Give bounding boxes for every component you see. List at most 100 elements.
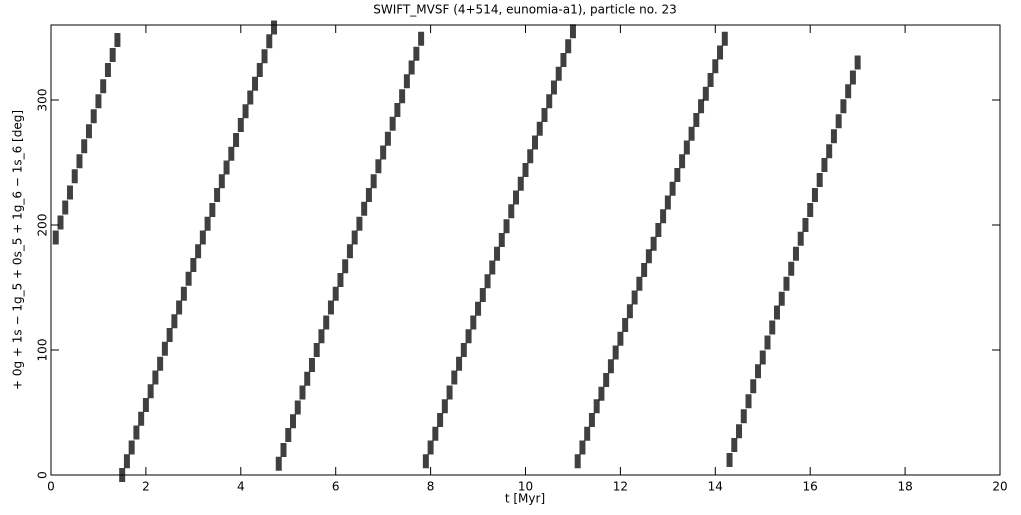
point <box>370 174 377 189</box>
point <box>802 218 809 232</box>
point <box>275 456 282 471</box>
point <box>394 103 401 117</box>
point <box>166 328 173 342</box>
x-tick-label: 14 <box>708 480 723 494</box>
point <box>161 341 168 356</box>
point <box>356 216 363 231</box>
point <box>631 290 638 305</box>
point <box>228 146 235 161</box>
point <box>327 300 334 315</box>
point <box>517 176 524 191</box>
point <box>645 249 652 264</box>
point <box>384 131 391 146</box>
y-axis-label: + 0g + 1s − 1g_5 + 0s_5 + 1g_6 − 1s_6 [d… <box>11 110 25 390</box>
point <box>176 300 183 315</box>
point <box>811 188 818 202</box>
point <box>783 276 790 291</box>
point <box>427 440 434 455</box>
point <box>100 79 107 94</box>
point <box>612 345 619 360</box>
point <box>218 174 225 189</box>
y-tick-label: 100 <box>36 339 50 362</box>
point <box>707 73 714 87</box>
point <box>142 398 149 412</box>
point <box>607 359 614 374</box>
x-tick-label: 4 <box>237 480 245 494</box>
point <box>584 426 591 441</box>
point <box>541 108 548 122</box>
point <box>531 135 538 150</box>
x-tick-label: 16 <box>803 480 818 494</box>
y-tick-label: 0 <box>36 471 50 479</box>
point <box>475 301 482 316</box>
point <box>769 320 776 335</box>
point <box>342 259 349 274</box>
point <box>109 48 116 62</box>
point <box>403 74 410 89</box>
point <box>289 414 296 429</box>
point <box>669 181 676 196</box>
point <box>755 364 762 379</box>
point <box>304 371 311 386</box>
point <box>854 55 861 70</box>
point <box>513 190 520 205</box>
point <box>351 230 358 245</box>
plot-frame <box>50 24 1001 476</box>
point <box>52 230 59 245</box>
point <box>157 356 164 371</box>
point <box>622 318 629 332</box>
point <box>489 260 496 275</box>
point <box>588 413 595 427</box>
point <box>574 454 581 469</box>
point <box>247 90 254 105</box>
point <box>233 133 240 147</box>
point <box>788 261 795 276</box>
point <box>479 288 486 302</box>
x-tick-label: 18 <box>897 480 912 494</box>
point <box>835 114 842 129</box>
point <box>712 59 719 74</box>
point <box>484 274 491 289</box>
point <box>223 160 230 175</box>
point <box>674 168 681 182</box>
point <box>152 370 159 385</box>
point <box>807 203 814 217</box>
point <box>256 63 263 77</box>
point <box>840 99 847 114</box>
point <box>764 335 771 350</box>
point <box>569 24 576 39</box>
point <box>797 231 804 246</box>
point <box>688 126 695 141</box>
y-tick-label: 300 <box>36 89 50 112</box>
point <box>90 109 97 124</box>
point <box>365 188 372 202</box>
point <box>361 201 368 216</box>
point <box>560 53 567 67</box>
point <box>81 139 88 154</box>
point <box>318 329 325 344</box>
point <box>171 314 178 329</box>
point <box>698 99 705 114</box>
point <box>830 129 837 144</box>
x-tick-label: 0 <box>47 480 55 494</box>
point <box>527 149 534 164</box>
point <box>323 315 330 330</box>
point <box>792 246 799 261</box>
point <box>641 263 648 277</box>
point <box>693 113 700 127</box>
point <box>119 468 126 482</box>
x-tick-label: 2 <box>142 480 150 494</box>
point <box>736 424 743 439</box>
point <box>664 195 671 210</box>
point <box>214 188 221 202</box>
point <box>71 169 78 184</box>
point <box>660 209 667 224</box>
point <box>66 185 73 200</box>
point <box>190 258 197 272</box>
point <box>408 60 415 75</box>
point <box>76 154 83 169</box>
point <box>180 286 187 301</box>
point <box>598 386 605 401</box>
